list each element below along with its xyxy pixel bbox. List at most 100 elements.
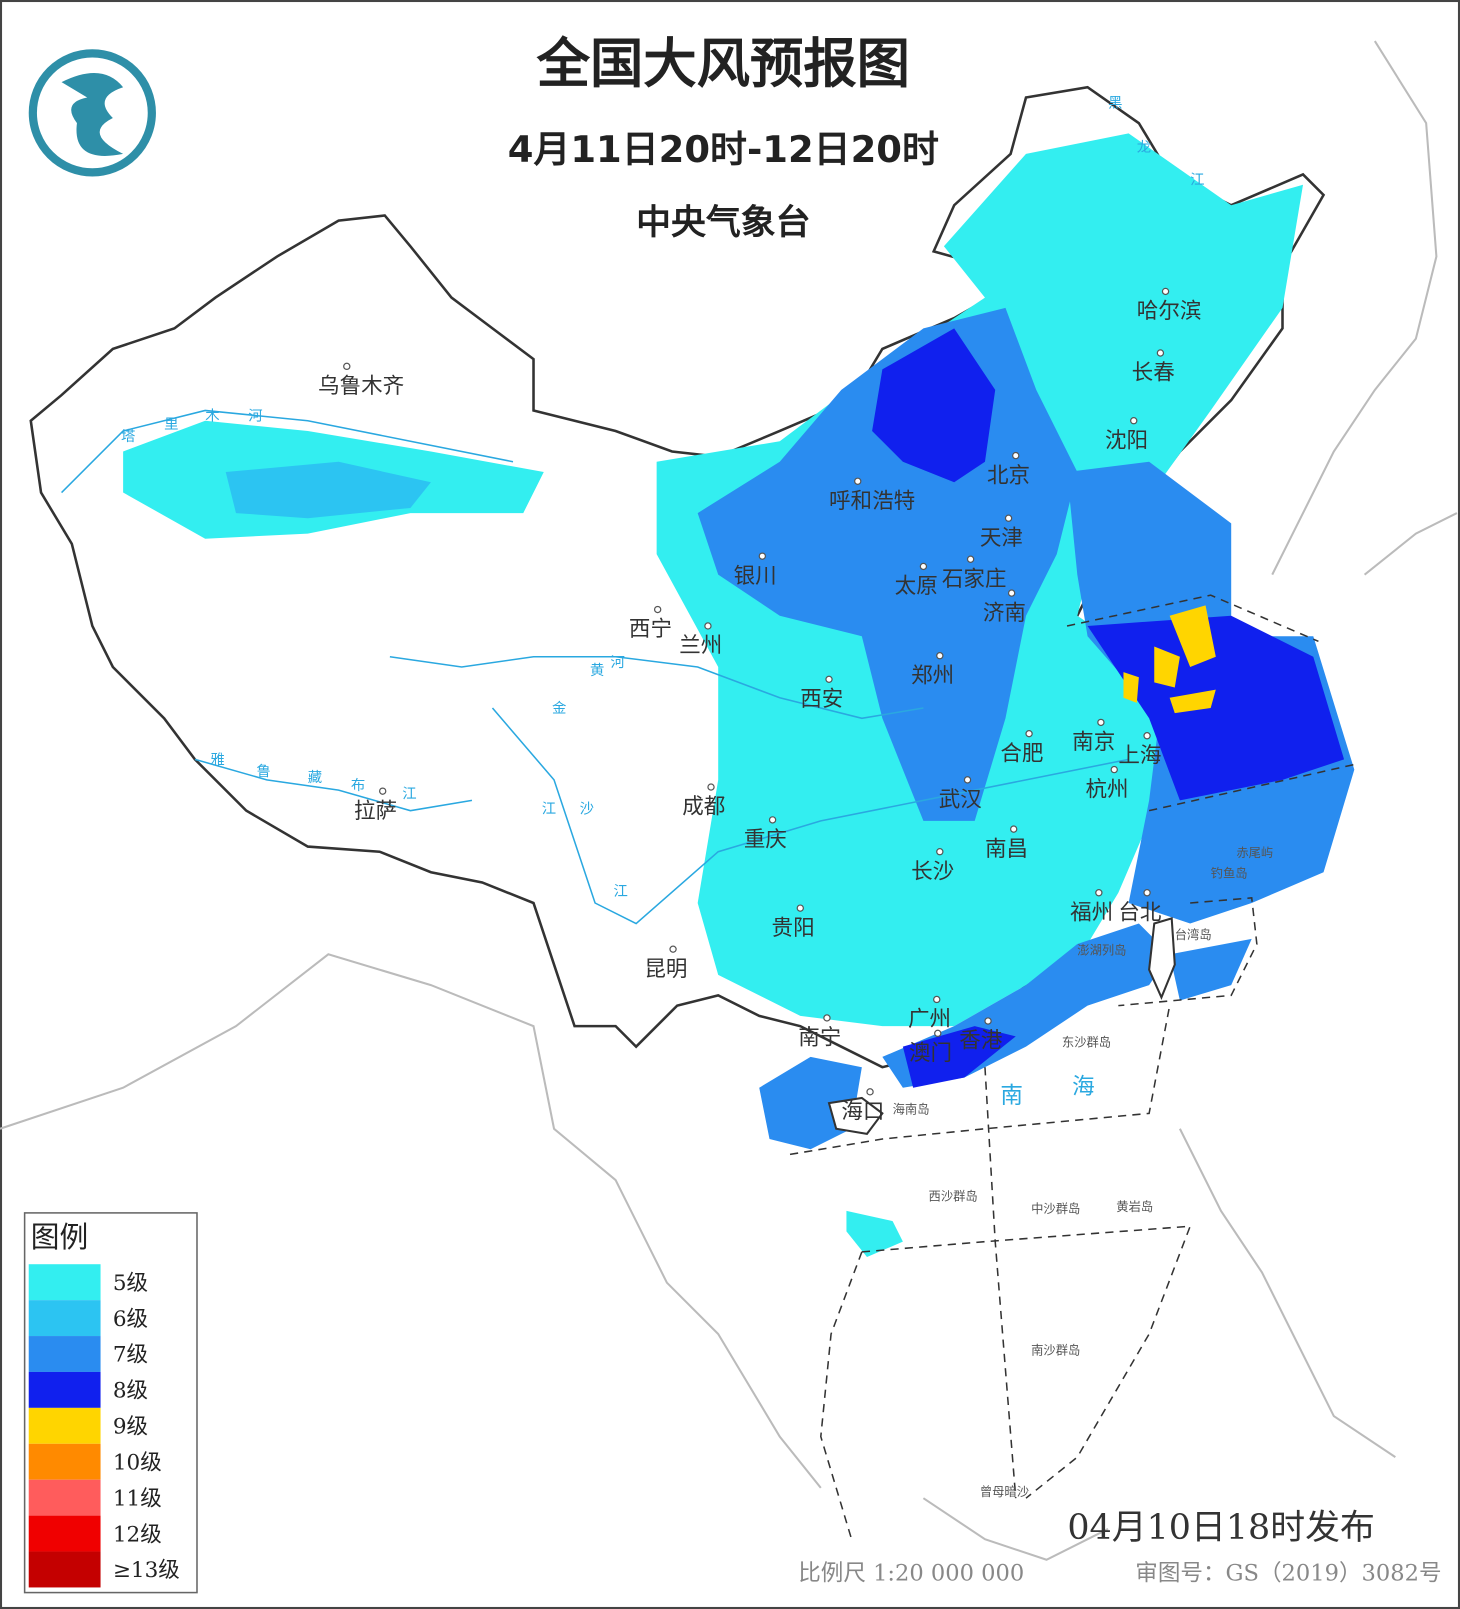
city-dot: [825, 675, 833, 684]
city-dot: [343, 362, 351, 371]
place-label: 海南岛: [893, 1101, 930, 1116]
place-label: 黄岩岛: [1116, 1199, 1153, 1214]
city-dot: [919, 562, 928, 571]
title: 全国大风预报图: [536, 32, 910, 95]
city-label: 太原: [895, 574, 938, 599]
legend-label: 5级: [113, 1271, 148, 1296]
legend-label: 12级: [113, 1522, 162, 1547]
city-dot: [758, 552, 767, 560]
legend-label: 6级: [113, 1307, 148, 1332]
legend-swatch: [28, 1300, 101, 1337]
place-label: 台湾岛: [1175, 927, 1212, 942]
hainan: [827, 1096, 884, 1136]
legend-label: 11级: [113, 1486, 162, 1511]
city-dot: [1004, 514, 1013, 522]
legend-label: ≥13级: [113, 1558, 180, 1583]
agency: 中央气象台: [636, 203, 810, 243]
city-dot: [1110, 765, 1118, 774]
city-dot: [1012, 451, 1020, 460]
city-label: 南昌: [985, 837, 1028, 862]
city-dot: [936, 848, 944, 856]
city-label: 广州: [908, 1007, 951, 1032]
river-label: 江: [402, 785, 416, 802]
river-label: 藏: [308, 769, 322, 786]
river-label: 雅: [210, 751, 224, 768]
city-label: 合肥: [1000, 741, 1043, 766]
legend-swatch: [28, 1336, 101, 1372]
city-label: 西宁: [629, 617, 672, 642]
river-label: 黄: [590, 662, 604, 679]
city-label: 南宁: [798, 1026, 841, 1051]
city-label: 澳门: [909, 1041, 952, 1066]
river-label: 江: [614, 883, 628, 900]
city-dot: [1097, 718, 1105, 727]
city-dot: [669, 945, 677, 953]
city-dot: [934, 1029, 942, 1038]
city-label: 南京: [1072, 730, 1115, 755]
city-dot: [1156, 349, 1165, 357]
river-label: 塔: [121, 428, 135, 445]
city-dot: [984, 1017, 992, 1025]
city-dot: [1007, 589, 1016, 597]
legend-label: 9级: [113, 1415, 148, 1440]
city-dot: [936, 652, 944, 660]
place-label: 曾母暗沙: [980, 1484, 1029, 1499]
river-label: 江: [1190, 172, 1204, 189]
period: 4月11日20时-12日20时: [508, 128, 939, 171]
legend-swatch: [28, 1515, 101, 1552]
rivers: [61, 409, 1129, 925]
city-label: 长春: [1132, 361, 1175, 386]
city-dot: [933, 995, 941, 1004]
river-label: 木: [205, 408, 219, 425]
legend-swatch: [28, 1264, 101, 1301]
city-dot: [1161, 287, 1170, 296]
logo: [28, 49, 156, 177]
place-label: 西沙群岛: [929, 1189, 978, 1204]
river-label: 布: [351, 777, 365, 794]
city-label: 上海: [1118, 743, 1161, 768]
sea-boundaries: [789, 594, 1355, 1540]
city-dot: [1025, 730, 1033, 738]
city-dot: [966, 555, 975, 563]
city-dot: [1095, 889, 1103, 897]
scale: 比例尺 1:20 000 000: [798, 1560, 1024, 1586]
legend-swatch: [28, 1479, 101, 1516]
sea-label: 南: [1000, 1083, 1023, 1109]
city-dot: [963, 776, 972, 784]
city-label: 贵阳: [772, 916, 815, 941]
city-label: 北京: [987, 463, 1030, 488]
city-label: 武汉: [939, 788, 982, 813]
city-label: 哈尔滨: [1137, 299, 1202, 324]
city-label: 兰州: [679, 634, 722, 659]
city-dot: [866, 1088, 874, 1096]
issued-time: 04月10日18时发布: [1067, 1508, 1374, 1548]
city-label: 石家庄: [942, 567, 1007, 592]
city-dot: [1143, 732, 1151, 740]
neighbor-borders: [0, 40, 1458, 1561]
city-label: 沈阳: [1105, 428, 1148, 453]
wind-areas: [123, 133, 1355, 1258]
city-dot: [1009, 825, 1018, 833]
place-label: 东沙群岛: [1062, 1035, 1111, 1050]
city-label: 西安: [800, 687, 843, 712]
city-label: 郑州: [911, 663, 954, 688]
city-label: 银川: [734, 564, 777, 589]
city-label: 济南: [983, 601, 1026, 626]
city-dot: [379, 787, 387, 795]
legend-swatch: [28, 1551, 101, 1588]
city-label: 拉萨: [354, 799, 397, 824]
river-label: 河: [610, 654, 624, 671]
city-dot: [1130, 417, 1138, 425]
place-label: 钓鱼岛: [1211, 865, 1248, 880]
city-dot: [796, 904, 804, 912]
city-label: 海口: [841, 1100, 884, 1125]
city-dot: [704, 622, 712, 630]
river-label: 龙: [1137, 139, 1151, 156]
legend-label: 7级: [113, 1343, 148, 1368]
legend-label: 8级: [113, 1379, 148, 1404]
city-dot: [653, 605, 662, 614]
city-dot: [823, 1014, 831, 1022]
city-label: 重庆: [744, 828, 787, 853]
